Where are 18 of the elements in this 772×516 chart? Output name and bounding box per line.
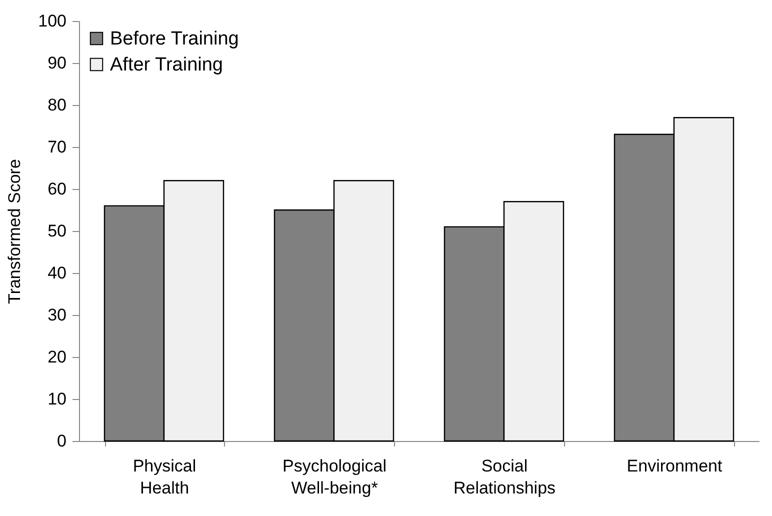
- y-tick-label: 60: [48, 180, 66, 198]
- legend-label: Before Training: [110, 28, 239, 50]
- y-tick-label: 20: [48, 348, 66, 366]
- legend-label: After Training: [110, 54, 223, 76]
- x-tick-label: Physical Health: [132, 456, 196, 498]
- y-tick-label: 10: [48, 390, 66, 408]
- x-tick-label: Psychological Well-being*: [282, 456, 386, 498]
- y-tick-label: 30: [48, 306, 66, 324]
- x-tick-label: Environment: [626, 456, 722, 476]
- y-tick-label: 40: [48, 264, 66, 282]
- y-tick-label: 100: [38, 12, 66, 30]
- y-tick-label: 90: [48, 54, 66, 72]
- y-axis-title: Transformed Score: [5, 159, 24, 304]
- y-tick-label: 70: [48, 138, 66, 156]
- x-tick-label: Social Relationships: [453, 456, 556, 498]
- y-tick-label: 50: [48, 222, 66, 240]
- y-tick-label: 80: [48, 96, 66, 114]
- y-tick-label: 0: [57, 432, 66, 450]
